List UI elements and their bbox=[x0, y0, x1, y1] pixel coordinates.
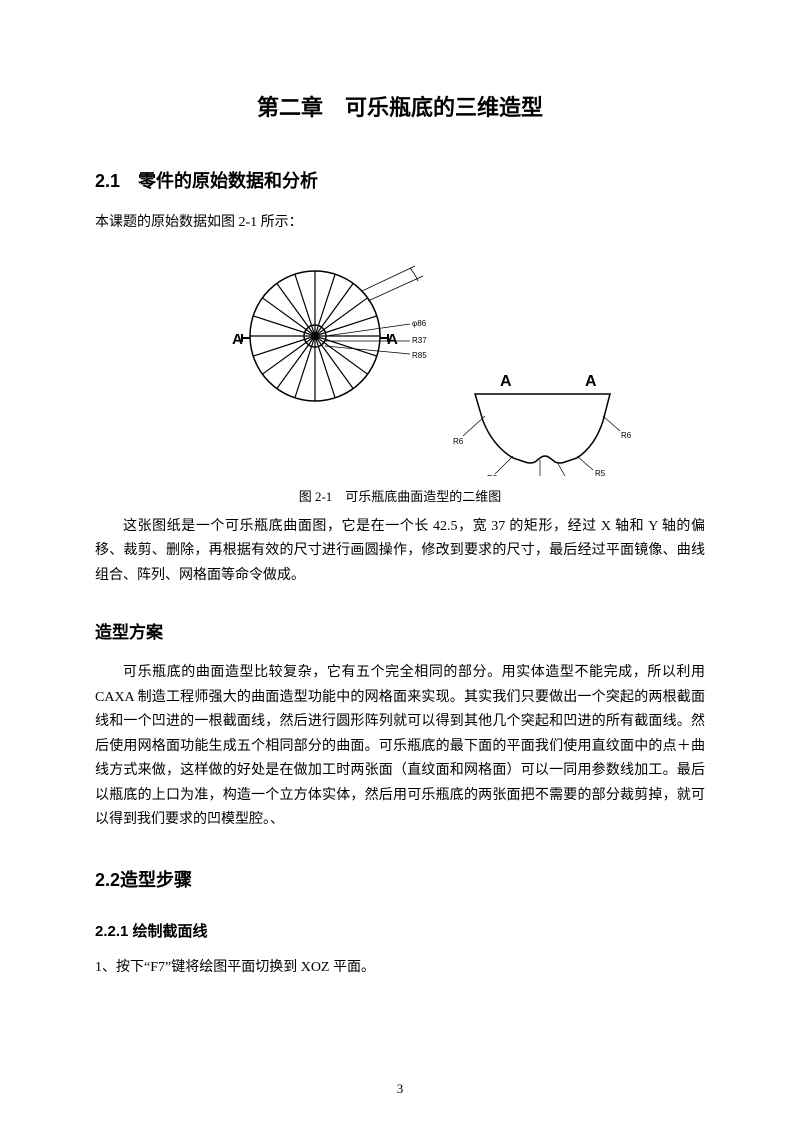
chapter-title: 第二章 可乐瓶底的三维造型 bbox=[95, 90, 705, 122]
section-2-2-title: 2.2造型步骤 bbox=[95, 866, 705, 892]
step-1: 1、按下“F7”键将绘图平面切换到 XOZ 平面。 bbox=[95, 956, 705, 981]
section-2-1-para1: 这张图纸是一个可乐瓶底曲面图，它是在一个长 42.5，宽 37 的矩形，经过 X… bbox=[95, 515, 705, 589]
figure-2-1-caption: 图 2-1 可乐瓶底曲面造型的二维图 bbox=[95, 486, 705, 505]
section-2-2-1-title: 2.2.1 绘制截面线 bbox=[95, 920, 705, 941]
svg-text:R37: R37 bbox=[412, 336, 427, 345]
svg-text:A: A bbox=[585, 373, 597, 390]
modeling-plan-para1: 可乐瓶底的曲面造型比较复杂，它有五个完全相同的部分。用实体造型不能完成，所以利用… bbox=[95, 661, 705, 833]
modeling-plan-title: 造型方案 bbox=[95, 618, 705, 643]
svg-text:R85: R85 bbox=[412, 351, 427, 360]
svg-text:A: A bbox=[500, 373, 512, 390]
technical-drawing: A A φ86 R37 R85 A A bbox=[165, 246, 635, 476]
svg-text:R6: R6 bbox=[453, 437, 464, 446]
svg-text:R5: R5 bbox=[487, 474, 498, 476]
page-number: 3 bbox=[397, 1081, 404, 1097]
figure-2-1: A A φ86 R37 R85 A A bbox=[95, 246, 705, 505]
svg-text:R6: R6 bbox=[621, 431, 632, 440]
section-2-1-title: 2.1 零件的原始数据和分析 bbox=[95, 167, 705, 193]
svg-text:R5: R5 bbox=[595, 469, 606, 476]
section-2-1-intro: 本课题的原始数据如图 2-1 所示： bbox=[95, 211, 705, 236]
svg-text:φ86: φ86 bbox=[412, 319, 427, 328]
